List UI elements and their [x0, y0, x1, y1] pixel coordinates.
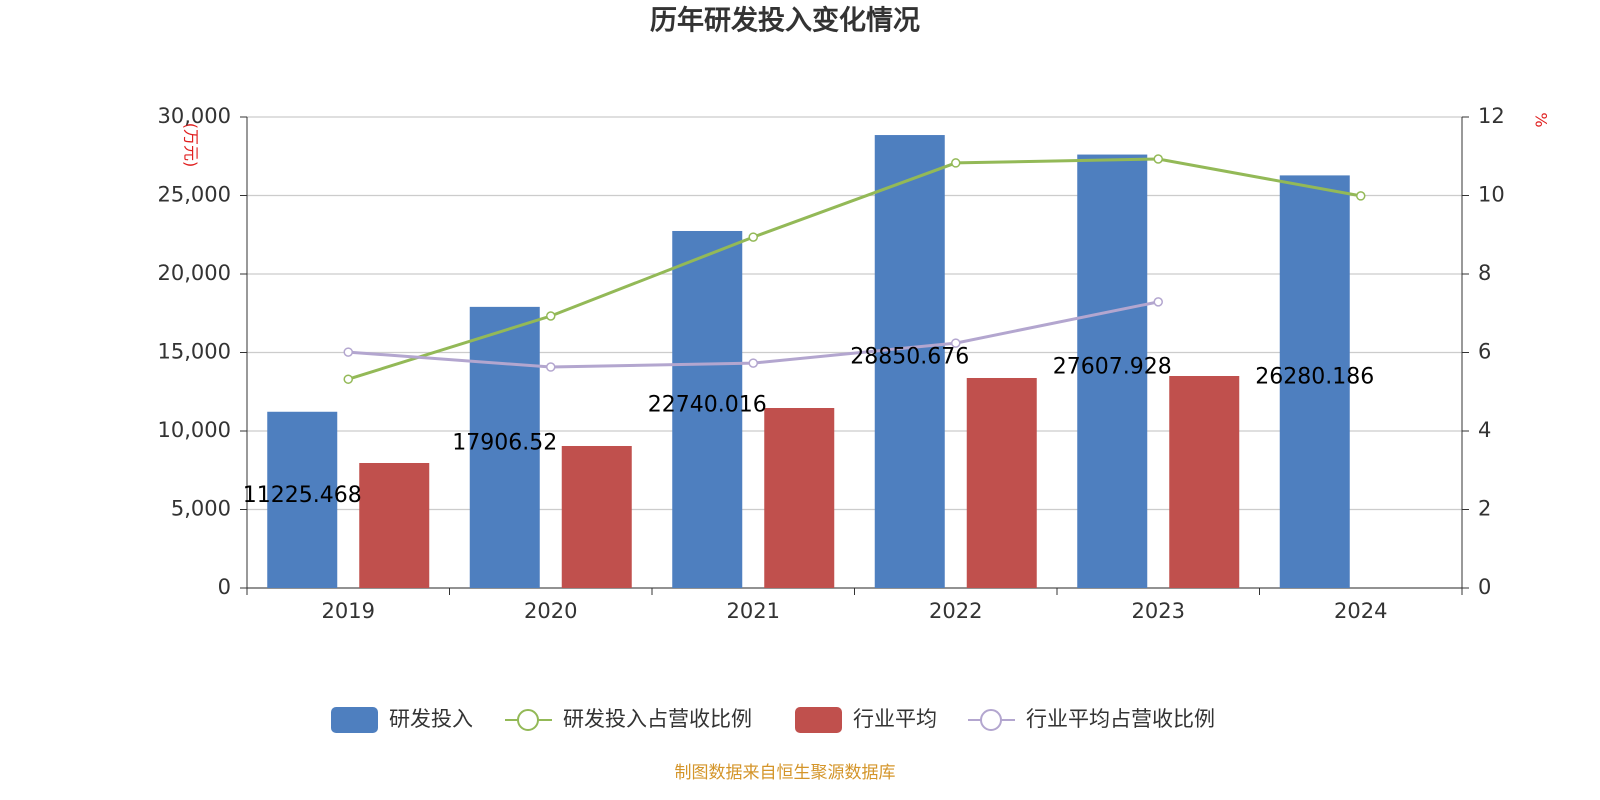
line-point	[343, 374, 353, 384]
line-point	[951, 338, 961, 348]
x-tick-label: 2020	[524, 599, 577, 623]
x-tick-label: 2021	[727, 599, 780, 623]
legend-label: 研发投入占营收比例	[563, 707, 752, 731]
y-tick-label: 5,000	[171, 497, 231, 521]
y2-tick-label: 10	[1478, 183, 1505, 207]
bar	[1077, 154, 1148, 588]
data-label: 11225.468	[243, 483, 362, 508]
line-point	[1153, 297, 1163, 307]
bar	[1279, 175, 1350, 589]
y2-tick-label: 2	[1478, 497, 1491, 521]
legend-swatch	[331, 707, 378, 733]
data-label: 17906.52	[452, 430, 557, 455]
x-tick-label: 2022	[929, 599, 982, 623]
data-label: 28850.676	[850, 345, 969, 370]
y2-tick-label: 6	[1478, 340, 1491, 364]
line-point	[951, 158, 961, 168]
line	[347, 157, 1362, 381]
legend-label: 行业平均	[853, 707, 937, 731]
line-point	[546, 362, 556, 372]
bar	[469, 306, 540, 588]
source-note: 制图数据来自恒生聚源数据库	[675, 763, 896, 783]
line-point	[343, 347, 353, 357]
legend-swatch	[795, 707, 842, 733]
y-tick-label: 25,000	[158, 183, 231, 207]
bar	[267, 411, 338, 588]
line-point	[748, 358, 758, 368]
line-point	[748, 232, 758, 242]
y2-tick-label: 0	[1478, 575, 1491, 599]
x-tick-label: 2024	[1334, 599, 1387, 623]
line-point	[1153, 154, 1163, 164]
data-label: 26280.186	[1255, 365, 1374, 390]
legend-swatch	[517, 709, 539, 731]
y2-tick-label: 8	[1478, 261, 1491, 285]
y-tick-label: 10,000	[158, 418, 231, 442]
chart-title: 历年研发投入变化情况	[650, 5, 920, 37]
x-tick-label: 2019	[322, 599, 375, 623]
bar	[561, 445, 632, 588]
data-label: 27607.928	[1053, 354, 1172, 379]
y-tick-label: 30,000	[158, 104, 231, 128]
data-label: 22740.016	[648, 392, 767, 417]
y-tick-label: 0	[218, 575, 231, 599]
line-point	[1356, 191, 1366, 201]
y-axis-label: (万元)	[182, 123, 201, 168]
y-tick-label: 20,000	[158, 261, 231, 285]
bar	[966, 377, 1037, 588]
y-tick-label: 15,000	[158, 340, 231, 364]
legend-label: 行业平均占营收比例	[1026, 707, 1215, 731]
x-tick-label: 2023	[1132, 599, 1185, 623]
bar	[359, 462, 430, 588]
bar	[1169, 376, 1240, 588]
y2-axis-label: %	[1532, 112, 1551, 127]
bar	[672, 230, 743, 588]
bar	[764, 407, 835, 588]
bar	[874, 135, 945, 589]
y2-tick-label: 12	[1478, 104, 1505, 128]
y2-tick-label: 4	[1478, 418, 1491, 442]
legend-swatch	[980, 709, 1002, 731]
line-point	[546, 311, 556, 321]
legend-label: 研发投入	[389, 707, 473, 731]
